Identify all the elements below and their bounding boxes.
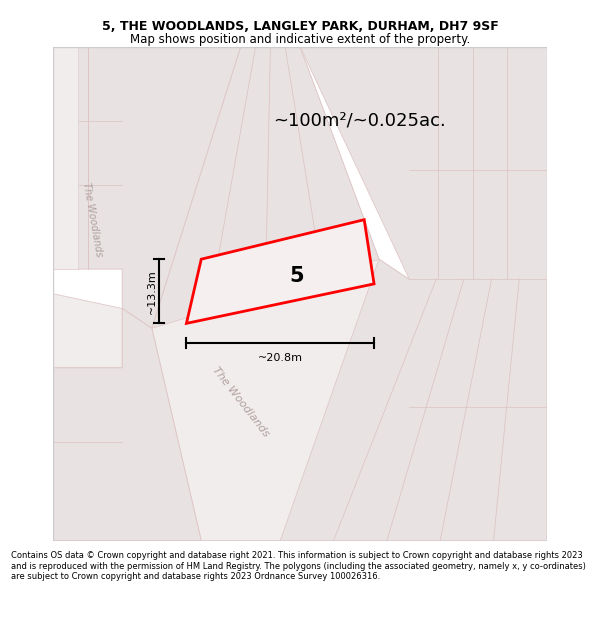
Polygon shape [53, 47, 78, 269]
Text: The Woodlands: The Woodlands [81, 182, 104, 258]
Polygon shape [53, 47, 241, 328]
Text: 5, THE WOODLANDS, LANGLEY PARK, DURHAM, DH7 9SF: 5, THE WOODLANDS, LANGLEY PARK, DURHAM, … [101, 21, 499, 33]
Polygon shape [280, 259, 547, 541]
Text: ~20.8m: ~20.8m [258, 353, 303, 363]
Text: 5: 5 [289, 266, 304, 286]
Polygon shape [53, 294, 122, 368]
Polygon shape [152, 47, 379, 328]
Polygon shape [187, 219, 374, 323]
Text: ~13.3m: ~13.3m [147, 269, 157, 314]
Polygon shape [300, 47, 547, 279]
Text: ~100m²/~0.025ac.: ~100m²/~0.025ac. [273, 112, 446, 130]
Text: Map shows position and indicative extent of the property.: Map shows position and indicative extent… [130, 33, 470, 46]
Text: The Woodlands: The Woodlands [211, 366, 271, 439]
Text: Contains OS data © Crown copyright and database right 2021. This information is : Contains OS data © Crown copyright and d… [11, 551, 586, 581]
Polygon shape [122, 47, 409, 541]
Polygon shape [53, 309, 201, 541]
